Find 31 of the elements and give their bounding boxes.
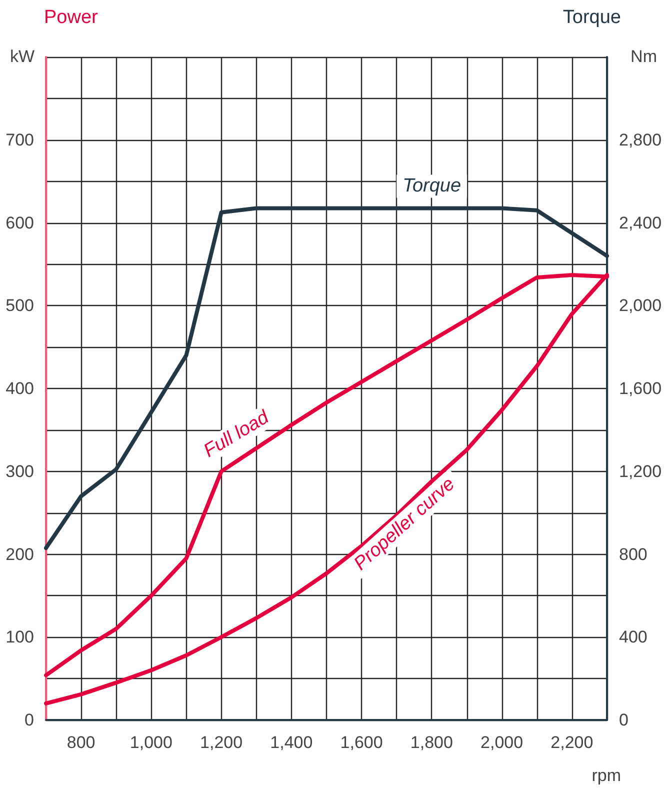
y-tick-label: 600 xyxy=(6,213,34,232)
y2-tick-label: 800 xyxy=(619,544,648,564)
x-tick-label: 1,000 xyxy=(130,733,172,752)
x-axis-title: rpm xyxy=(592,766,622,785)
x-tick-label: 1,600 xyxy=(340,733,383,752)
y-axis-title: Power xyxy=(44,7,99,28)
y2-tick-label: 2,400 xyxy=(619,213,662,232)
y2-axis-title: Torque xyxy=(562,7,622,28)
y-tick-label: 500 xyxy=(6,296,34,316)
y2-tick-label: 1,200 xyxy=(619,462,662,481)
text: Nm xyxy=(630,47,658,66)
y2-tick-label: 0 xyxy=(619,710,628,730)
y-tick-label: 700 xyxy=(6,130,34,150)
text: kW xyxy=(10,47,35,66)
x-tick-label: 2,200 xyxy=(550,733,594,752)
text: Full load xyxy=(200,406,274,462)
x-tick-label: 2,000 xyxy=(480,733,524,752)
y2-tick-label: 1,600 xyxy=(619,379,662,398)
y-tick-label: 0 xyxy=(24,710,34,730)
y2-tick-label: 2,000 xyxy=(619,296,662,316)
y-tick-label: 200 xyxy=(6,544,34,564)
x-tick-label: 1,400 xyxy=(270,733,313,752)
y2-tick-label: 400 xyxy=(619,628,648,647)
x-tick-label: 1,200 xyxy=(200,733,243,752)
y2-tick-label: 2,800 xyxy=(619,130,662,150)
x-tick-label: 800 xyxy=(66,733,96,752)
y-tick-label: 300 xyxy=(6,462,34,481)
x-tick-label: 1,800 xyxy=(410,733,453,752)
y-tick-label: 100 xyxy=(6,628,34,647)
series-label: Torque xyxy=(402,176,462,197)
y-tick-label: 400 xyxy=(6,379,34,398)
